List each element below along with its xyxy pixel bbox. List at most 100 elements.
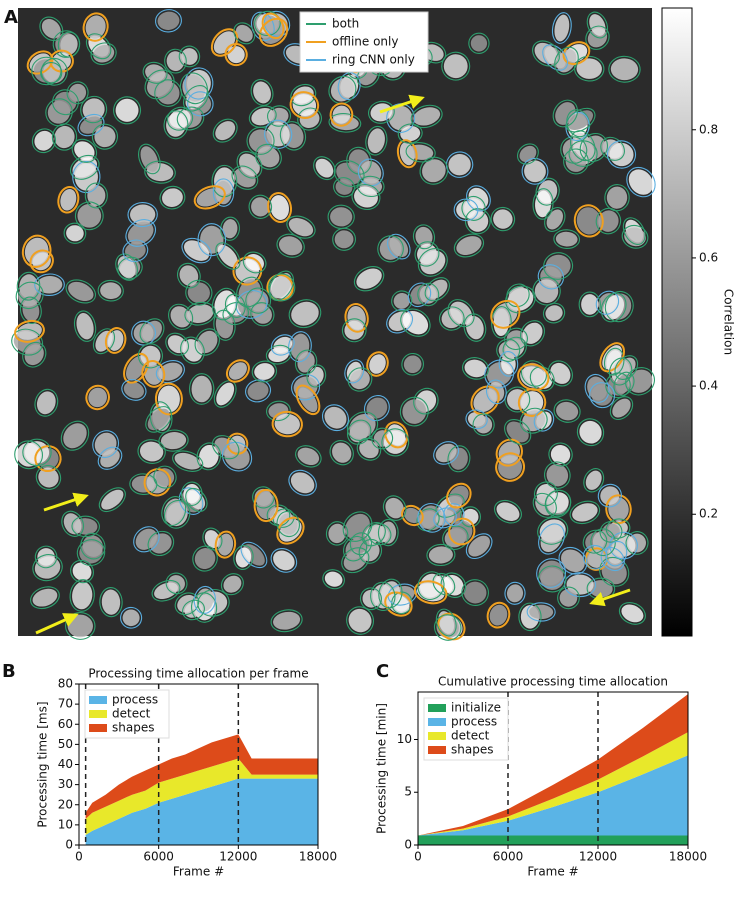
cell-contour (137, 439, 166, 464)
cell-contour (413, 580, 448, 605)
cell (506, 421, 529, 443)
cell (348, 608, 372, 633)
cell-contour (353, 266, 385, 292)
cell-contour (495, 452, 526, 482)
cell (496, 502, 520, 521)
cell (60, 188, 77, 211)
cell-contour (532, 492, 557, 518)
cell-contour (537, 565, 567, 593)
cell-contour (356, 437, 382, 461)
cell (334, 230, 354, 249)
cell-contour (180, 481, 203, 506)
cell-contour (153, 465, 177, 489)
cell (228, 362, 247, 380)
cell-contour (265, 400, 291, 422)
y-tick-label: 10 (397, 732, 412, 746)
cell (448, 153, 471, 176)
cell-contour (504, 419, 532, 445)
cell-contour (168, 303, 194, 330)
cell-contour (215, 242, 241, 270)
cell-contour (144, 69, 175, 100)
cell-contour (61, 510, 85, 537)
cell (77, 203, 102, 228)
cell-contour (235, 290, 268, 319)
cell (278, 236, 303, 256)
cell-contour (267, 192, 293, 223)
cell-contour (401, 352, 425, 376)
cell (428, 546, 453, 564)
cell-contour (401, 504, 424, 527)
cell (585, 470, 602, 490)
cell-contour (535, 177, 560, 206)
legend-label: process (112, 693, 158, 707)
cell-contour (34, 388, 59, 417)
cell (247, 381, 269, 400)
cell-contour (172, 450, 204, 472)
cell-contour (614, 355, 639, 380)
cell-contour (155, 360, 185, 384)
cell-contour (384, 421, 409, 449)
cell-contour (31, 56, 62, 86)
cell (256, 491, 276, 520)
cell-contour (548, 442, 573, 467)
legend-label: process (451, 715, 497, 729)
legend-label: offline only (332, 35, 398, 49)
cell (32, 252, 51, 271)
cell-contour (397, 123, 423, 144)
cell (191, 375, 212, 403)
cell-contour (246, 126, 275, 155)
cell (145, 64, 166, 82)
cell-contour (414, 241, 440, 267)
cell (468, 535, 490, 557)
y-axis-label: Processing time [min] (375, 703, 389, 834)
cell (550, 362, 571, 384)
cell-contour (413, 387, 439, 415)
colorbar (661, 7, 693, 637)
cell (72, 581, 93, 610)
cell (273, 550, 295, 571)
cell-contour (16, 271, 41, 301)
cell-contour (123, 352, 149, 384)
cell (456, 201, 476, 219)
cell-contour (270, 334, 295, 356)
cell-contour (472, 413, 495, 436)
cell (367, 128, 385, 154)
cell (413, 107, 441, 126)
x-tick-label: 12000 (579, 850, 617, 864)
cell-contour (91, 123, 119, 150)
cell-contour (121, 379, 147, 401)
cell-contour (465, 409, 488, 430)
cell-contour (288, 299, 322, 329)
cell-contour (151, 579, 181, 602)
cell-contour (363, 395, 390, 422)
cell-contour (166, 106, 194, 131)
cell (160, 432, 187, 450)
y-tick-label: 60 (58, 717, 73, 731)
cell (400, 126, 421, 142)
cell (545, 305, 563, 321)
cell-contour (447, 299, 475, 328)
cell-contour (194, 328, 220, 356)
cell-contour (70, 559, 94, 584)
cell (335, 179, 353, 195)
cell-contour (214, 530, 237, 559)
cell-contour (328, 75, 357, 105)
cell (540, 525, 563, 553)
cell-contour (605, 494, 632, 525)
cell (554, 14, 570, 42)
cell-contour (224, 293, 246, 319)
cell-contour (125, 219, 157, 247)
cell (349, 413, 376, 439)
cell-contour (370, 581, 396, 611)
cell (215, 121, 236, 141)
cell-contour (142, 61, 168, 84)
cell-contour (248, 194, 273, 220)
cell-contour (506, 283, 530, 308)
cell-contour (445, 151, 474, 178)
cell (95, 330, 113, 352)
cell (561, 549, 585, 573)
cell-contour (605, 540, 628, 567)
cell (330, 78, 354, 102)
cell-contour (98, 487, 126, 513)
cell (529, 604, 554, 620)
